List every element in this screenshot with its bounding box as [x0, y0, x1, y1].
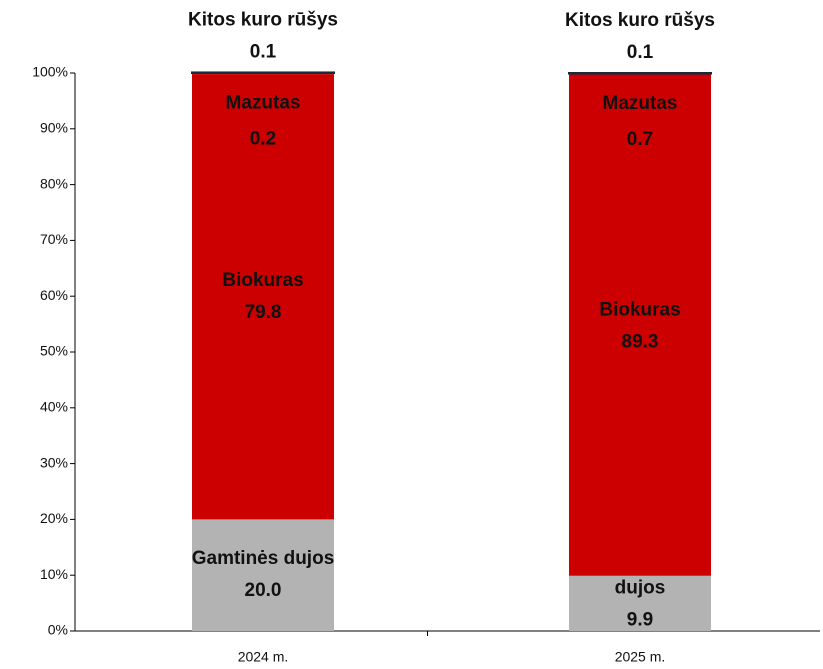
segment-value: 79.8 — [245, 302, 282, 323]
segment-name: Mazutas — [603, 93, 678, 114]
y-tick-label: 80% — [40, 175, 68, 191]
y-tick-label: 100% — [32, 64, 68, 80]
x-tick-label: 2025 m. — [615, 649, 666, 665]
segment-name: Biokuras — [222, 270, 303, 291]
segment-name: Gamtinės dujos — [192, 548, 335, 569]
segment-value: 0.7 — [627, 129, 653, 150]
y-tick-label: 50% — [40, 343, 68, 359]
segment-value: 9.9 — [627, 609, 653, 630]
y-tick-label: 40% — [40, 399, 68, 415]
bar-segment — [569, 77, 711, 576]
segment-value: 0.1 — [250, 41, 277, 62]
segment-value: 89.3 — [622, 332, 659, 353]
segment-value: 0.2 — [250, 128, 276, 149]
bar-segment — [192, 519, 334, 631]
bar-segment — [568, 72, 712, 75]
segment-name: Kitos kuro rūšys — [565, 10, 715, 31]
segment-value: 20.0 — [245, 580, 282, 601]
y-tick-label: 0% — [48, 622, 68, 638]
y-tick-label: 90% — [40, 120, 68, 136]
y-tick-label: 10% — [40, 566, 68, 582]
segment-value: 0.1 — [627, 42, 654, 63]
y-tick-label: 20% — [40, 510, 68, 526]
y-tick-label: 30% — [40, 454, 68, 470]
bar-segment — [191, 71, 335, 75]
bar-segment — [569, 575, 711, 631]
bar-segment — [192, 74, 334, 520]
segment-name: Kitos kuro rūšys — [188, 9, 338, 30]
x-tick-label: 2024 m. — [238, 649, 289, 665]
bar-segment — [569, 73, 711, 78]
segment-name: Biokuras — [599, 300, 680, 321]
y-tick-label: 60% — [40, 287, 68, 303]
y-tick-label: 70% — [40, 231, 68, 247]
segment-name: Mazutas — [226, 92, 301, 113]
